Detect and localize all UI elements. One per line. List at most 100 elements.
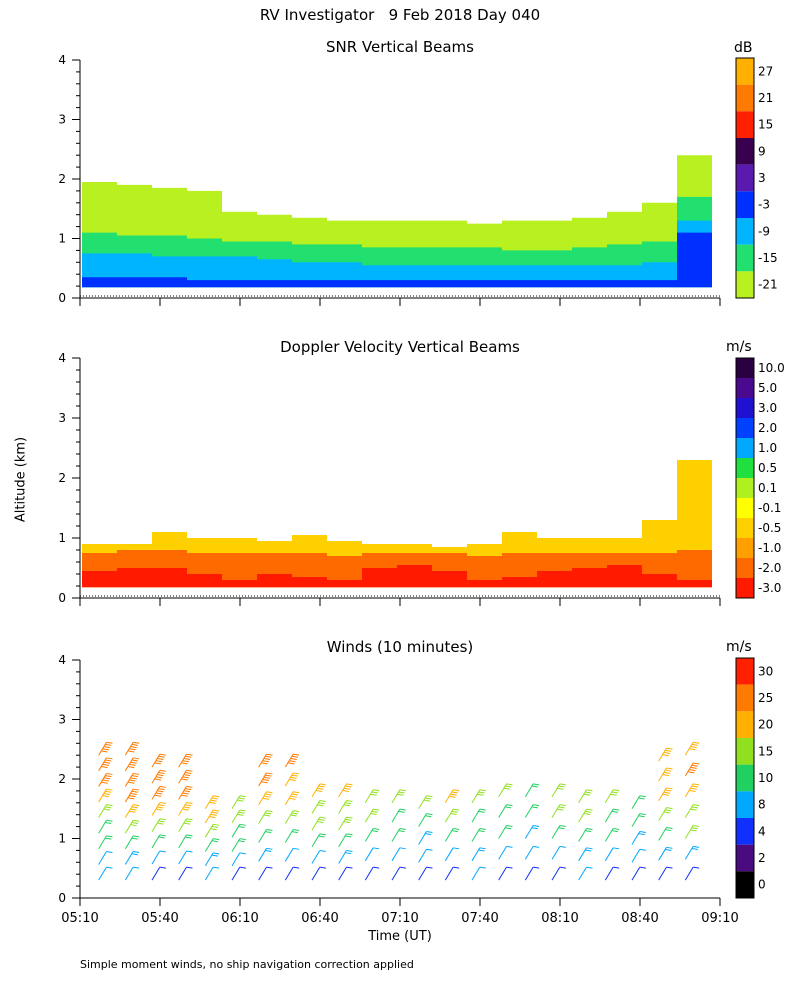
wind-barb-flag <box>239 809 246 812</box>
wind-barb-flag <box>103 792 111 795</box>
wind-barb-flag <box>319 849 326 852</box>
wind-barb-flag <box>319 833 326 836</box>
wind-barb <box>444 828 454 842</box>
wind-barb-flag <box>317 804 324 807</box>
wind-barb <box>178 834 187 849</box>
wind-barb-flag <box>586 789 593 792</box>
colorbar-label: 30 <box>758 664 773 678</box>
x-tick-label: 06:40 <box>301 911 338 926</box>
wind-barb-flag <box>185 804 192 807</box>
wind-barb-flag <box>156 808 163 811</box>
wind-barb-flag <box>346 816 353 819</box>
wind-barb <box>204 824 214 838</box>
wind-barb <box>151 834 161 849</box>
wind-barb <box>151 802 161 816</box>
wind-barb-flag <box>182 760 189 763</box>
wind-barb-flag <box>613 866 620 869</box>
wind-barb-flag <box>265 774 272 777</box>
wind-barb-flag <box>186 834 193 837</box>
wind-barb-flag <box>128 750 135 753</box>
colorbar-swatch <box>736 218 754 245</box>
wind-barb <box>391 847 401 862</box>
wind-barb <box>391 828 401 842</box>
wind-barb <box>498 846 507 860</box>
wind-barb-flag <box>399 827 406 830</box>
wind-barb <box>124 820 134 834</box>
wind-barb <box>204 809 214 824</box>
colorbar-label: -2.0 <box>758 561 781 575</box>
colorbar-swatch <box>736 764 754 792</box>
wind-barb-flag <box>105 759 112 762</box>
wind-barb-flag <box>157 790 164 793</box>
wind-barb-flag <box>133 866 140 869</box>
wind-barb <box>124 788 134 803</box>
wind-barb <box>604 828 614 842</box>
wind-barb-flag <box>583 813 591 816</box>
wind-barb <box>311 850 321 864</box>
y-tick-label: 1 <box>58 232 66 246</box>
wind-barb-flag <box>293 772 300 775</box>
wind-barb-flag <box>533 825 540 827</box>
wind-barb-flag <box>293 847 300 850</box>
wind-barb-flag <box>101 750 108 753</box>
wind-barb-flag <box>533 866 540 869</box>
wind-barb-flag <box>211 826 219 829</box>
colorbar-label: 15 <box>758 744 773 758</box>
colorbar-swatch <box>736 271 754 298</box>
wind-barb <box>98 851 107 865</box>
wind-barb-flag <box>318 802 325 805</box>
wind-barb <box>524 846 534 860</box>
wind-barb-flag <box>185 755 192 758</box>
wind-barb <box>338 850 347 864</box>
colorbar-label: 2.0 <box>758 421 777 435</box>
wind-barb-flag <box>290 814 297 817</box>
wind-barb-flag <box>611 791 619 794</box>
wind-barb <box>444 847 454 862</box>
wind-barb-flag <box>133 772 140 775</box>
wind-barb-flag <box>291 812 299 815</box>
wind-barb-flag <box>662 774 669 777</box>
wind-barb-flag <box>663 771 671 774</box>
x-tick-label: 06:10 <box>221 911 258 926</box>
wind-barb-flag <box>156 792 163 795</box>
wind-barb <box>444 789 454 804</box>
wind-barb-flag <box>505 785 512 788</box>
wind-barb <box>204 866 214 881</box>
wind-barb <box>284 753 294 768</box>
wind-barb-flag <box>158 836 165 839</box>
wind-barb <box>311 816 321 831</box>
wind-barb-flag <box>453 789 460 792</box>
wind-barb-flag <box>181 794 188 797</box>
colorbar-label: 9 <box>758 144 766 158</box>
wind-barb-flag <box>154 778 162 781</box>
wind-barb-flag <box>265 793 272 796</box>
wind-barb-flag <box>183 758 191 760</box>
wind-barb <box>471 866 481 881</box>
x-tick-label: 08:40 <box>621 911 658 926</box>
wind-barb <box>364 828 374 842</box>
wind-barb <box>284 866 294 881</box>
wind-barb-flag <box>613 847 620 850</box>
wind-barb-flag <box>478 810 485 813</box>
wind-barb <box>684 804 694 818</box>
wind-barb-flag <box>690 746 697 749</box>
wind-barb-flag <box>211 797 219 800</box>
wind-barb <box>684 866 694 881</box>
wind-barb-flag <box>131 790 139 793</box>
wind-barb <box>418 866 427 881</box>
y-tick-label: 3 <box>58 113 66 127</box>
wind-barb-flag <box>559 783 566 786</box>
colorbar-label: 3.0 <box>758 401 777 415</box>
wind-barb-flag <box>262 797 269 800</box>
wind-barb-flag <box>533 845 540 848</box>
wind-barb <box>98 757 107 772</box>
wind-barb-flag <box>506 804 513 807</box>
wind-barb-flag <box>479 789 486 792</box>
wind-barb <box>631 849 641 863</box>
wind-barb-flag <box>505 806 512 809</box>
wind-barb-flag <box>185 820 192 823</box>
wind-barb <box>578 789 587 804</box>
wind-barb-flag <box>559 825 566 827</box>
x-tick-label: 09:10 <box>701 911 738 926</box>
y-tick-label: 1 <box>58 832 66 846</box>
